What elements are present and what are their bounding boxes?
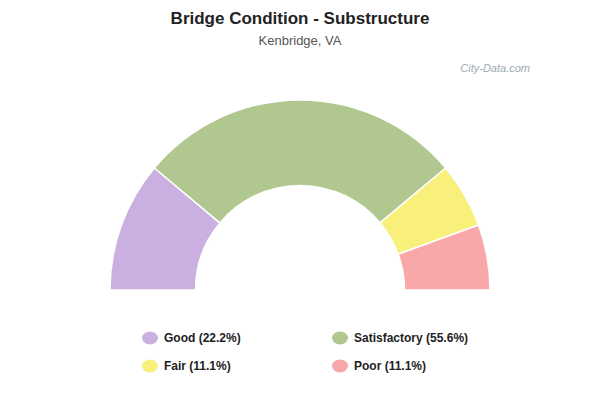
slice bbox=[398, 225, 490, 290]
legend: Good (22.2%) Satisfactory (55.6%) Fair (11… bbox=[142, 331, 468, 373]
donut bbox=[110, 100, 490, 290]
legend-item: Poor (11.1%) bbox=[332, 359, 426, 373]
annotation: City-Data.com bbox=[460, 62, 530, 74]
legend-swatch bbox=[332, 332, 348, 345]
legend-swatch bbox=[332, 360, 348, 373]
legend-swatch bbox=[142, 360, 158, 373]
legend-label: Fair (11.1%) bbox=[164, 359, 231, 373]
legend-item: Fair (11.1%) bbox=[142, 359, 231, 373]
legend-item: Satisfactory (55.6%) bbox=[332, 331, 468, 345]
legend-label: Good (22.2%) bbox=[164, 331, 241, 345]
legend-swatch bbox=[142, 332, 158, 345]
legend-item: Good (22.2%) bbox=[142, 331, 241, 345]
title: Bridge Condition - Substructure bbox=[171, 9, 430, 28]
legend-label: Poor (11.1%) bbox=[354, 359, 426, 373]
subtitle: Kenbridge, VA bbox=[259, 33, 342, 48]
legend-label: Satisfactory (55.6%) bbox=[354, 331, 468, 345]
chart: Bridge Condition - Substructure Kenbridge… bbox=[0, 0, 600, 400]
